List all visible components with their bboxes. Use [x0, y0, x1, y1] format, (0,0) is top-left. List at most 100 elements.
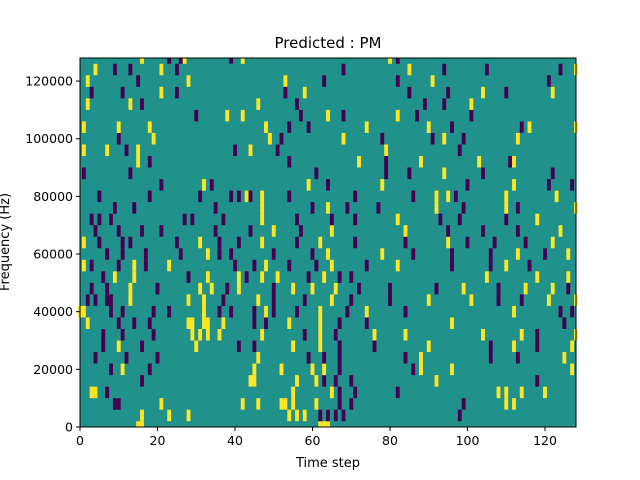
- heatmap-cell: [407, 167, 412, 180]
- heatmap-cell: [407, 86, 412, 99]
- heatmap-cell: [147, 190, 152, 203]
- plot-frame: [79, 57, 577, 428]
- heatmap-cell: [283, 75, 288, 87]
- heatmap-cell: [310, 363, 315, 376]
- heatmap-cell: [570, 179, 575, 191]
- heatmap-cell: [128, 236, 133, 249]
- heatmap-cell: [136, 421, 141, 427]
- heatmap-cell: [182, 58, 187, 64]
- heatmap-cell: [132, 259, 137, 272]
- heatmap-cell: [566, 248, 571, 260]
- heatmap-cell: [205, 328, 210, 341]
- heatmap-cell: [523, 282, 528, 295]
- heatmap-cell: [465, 236, 470, 249]
- heatmap-cell: [512, 305, 516, 318]
- heatmap-cell: [512, 179, 516, 191]
- heatmap-cell: [504, 202, 509, 214]
- heatmap-cell: [376, 202, 381, 214]
- heatmap-cell: [186, 409, 191, 422]
- heatmap-cell: [252, 340, 257, 353]
- heatmap-cell: [159, 179, 164, 191]
- heatmap-cell: [504, 259, 509, 272]
- heatmap-cell: [442, 98, 447, 110]
- heatmap-cell: [546, 294, 551, 306]
- heatmap-cell: [128, 98, 133, 110]
- heatmap-cell: [481, 225, 485, 237]
- heatmap-cell: [357, 156, 361, 168]
- heatmap-cell: [558, 63, 563, 76]
- heatmap-cell: [167, 305, 172, 318]
- heatmap-cell: [229, 305, 234, 318]
- heatmap-cell: [140, 98, 144, 110]
- heatmap-cell: [198, 328, 203, 341]
- heatmap-cell: [174, 86, 179, 99]
- heatmap-cell: [515, 132, 520, 145]
- heatmap-cell: [287, 259, 292, 272]
- heatmap-cell: [178, 248, 183, 260]
- y-tick-label: 60000: [33, 247, 73, 262]
- heatmap-cell: [504, 398, 509, 410]
- x-tick-label: 100: [456, 433, 480, 448]
- heatmap-cell: [217, 248, 222, 260]
- heatmap-cell: [236, 340, 241, 353]
- heatmap-cell: [85, 317, 90, 329]
- heatmap-cell: [337, 317, 342, 329]
- heatmap-cell: [151, 132, 156, 145]
- heatmap-cell: [422, 98, 427, 110]
- heatmap-cell: [186, 317, 191, 329]
- heatmap-cell: [554, 190, 559, 203]
- heatmap-cell: [329, 225, 334, 237]
- heatmap-cell: [89, 259, 94, 272]
- heatmap-cell: [132, 202, 137, 214]
- heatmap-cell: [85, 75, 90, 87]
- heatmap-cell: [550, 282, 555, 295]
- heatmap-cell: [147, 156, 152, 168]
- heatmap-cell: [256, 294, 261, 306]
- heatmap-cell: [298, 109, 303, 122]
- heatmap-cell: [140, 225, 144, 237]
- heatmap-cell: [81, 167, 86, 180]
- heatmap-cell: [329, 294, 334, 306]
- heatmap-cell: [570, 340, 575, 353]
- heatmap-cell: [337, 363, 342, 376]
- heatmap-cell: [93, 352, 98, 364]
- heatmap-cell: [190, 317, 195, 329]
- x-tick-label: 80: [382, 433, 398, 448]
- heatmap-cell: [349, 375, 354, 387]
- heatmap-cell: [264, 317, 268, 329]
- heatmap-cell: [260, 213, 265, 226]
- heatmap-cell: [364, 121, 369, 133]
- plot-area: [78, 57, 578, 428]
- heatmap-cell: [333, 375, 338, 387]
- heatmap-cell: [120, 363, 125, 376]
- heatmap-cell: [205, 317, 210, 329]
- heatmap-cell: [461, 132, 466, 145]
- heatmap-cell: [484, 271, 489, 283]
- heatmap-cell: [198, 236, 203, 249]
- heatmap-cell: [81, 121, 86, 133]
- heatmap-cell: [124, 144, 129, 157]
- heatmap-cell: [306, 179, 311, 191]
- heatmap-cell: [252, 363, 257, 376]
- heatmap-cell: [349, 398, 354, 410]
- heatmap-cell: [504, 190, 509, 203]
- y-tick-label: 80000: [33, 189, 73, 204]
- heatmap-cell: [291, 386, 296, 399]
- heatmap-cell: [535, 375, 540, 387]
- x-axis: 0 20 40 60 80 100 120: [76, 427, 557, 448]
- heatmap-cell: [546, 75, 551, 87]
- heatmap-cell: [109, 305, 113, 318]
- heatmap-cell: [120, 86, 125, 99]
- heatmap-cell: [217, 328, 222, 341]
- heatmap-cell: [329, 259, 334, 272]
- heatmap-cell: [120, 236, 125, 249]
- heatmap-cell: [310, 202, 315, 214]
- heatmap-cell: [221, 317, 226, 329]
- heatmap-cell: [395, 259, 400, 272]
- heatmap-cell: [112, 63, 117, 76]
- heatmap-cell: [407, 63, 412, 76]
- heatmap-cell: [395, 386, 400, 399]
- heatmap-cell: [322, 375, 327, 387]
- heatmap-cell: [566, 282, 571, 295]
- heatmap-cell: [450, 317, 454, 329]
